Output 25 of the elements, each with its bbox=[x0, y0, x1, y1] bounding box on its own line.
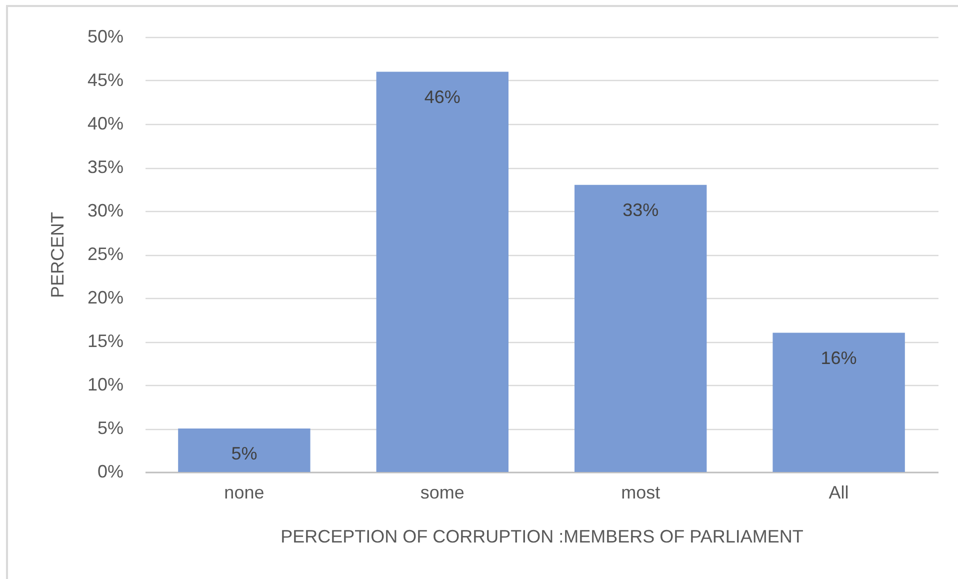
y-tick-label: 50% bbox=[87, 26, 124, 46]
y-tick-label: 0% bbox=[97, 462, 124, 482]
y-tick-label: 40% bbox=[87, 114, 124, 134]
y-tick-label: 5% bbox=[97, 418, 124, 438]
data-label: 33% bbox=[622, 200, 659, 220]
y-tick-label: 30% bbox=[87, 200, 124, 220]
y-tick-label: 35% bbox=[87, 157, 124, 177]
bar bbox=[376, 72, 508, 472]
data-label: 5% bbox=[231, 444, 258, 464]
bar bbox=[178, 428, 310, 472]
bar bbox=[574, 184, 707, 472]
y-tick-label: 20% bbox=[87, 288, 124, 308]
x-tick-label: none bbox=[224, 482, 264, 502]
x-tick-label: All bbox=[828, 482, 849, 502]
data-label: 46% bbox=[424, 86, 460, 107]
y-axis-title: PERCENT bbox=[47, 212, 68, 298]
x-tick-label: most bbox=[621, 482, 660, 502]
x-tick-label: some bbox=[420, 482, 464, 502]
data-label: 16% bbox=[820, 348, 857, 368]
y-tick-label: 10% bbox=[87, 374, 124, 394]
bar bbox=[772, 332, 905, 472]
x-axis-title: PERCEPTION OF CORRUPTION :MEMBERS OF PARLIAMENT bbox=[280, 526, 804, 546]
y-tick-label: 25% bbox=[87, 244, 124, 264]
y-tick-label: 45% bbox=[87, 70, 124, 90]
y-tick-label: 15% bbox=[87, 331, 124, 351]
